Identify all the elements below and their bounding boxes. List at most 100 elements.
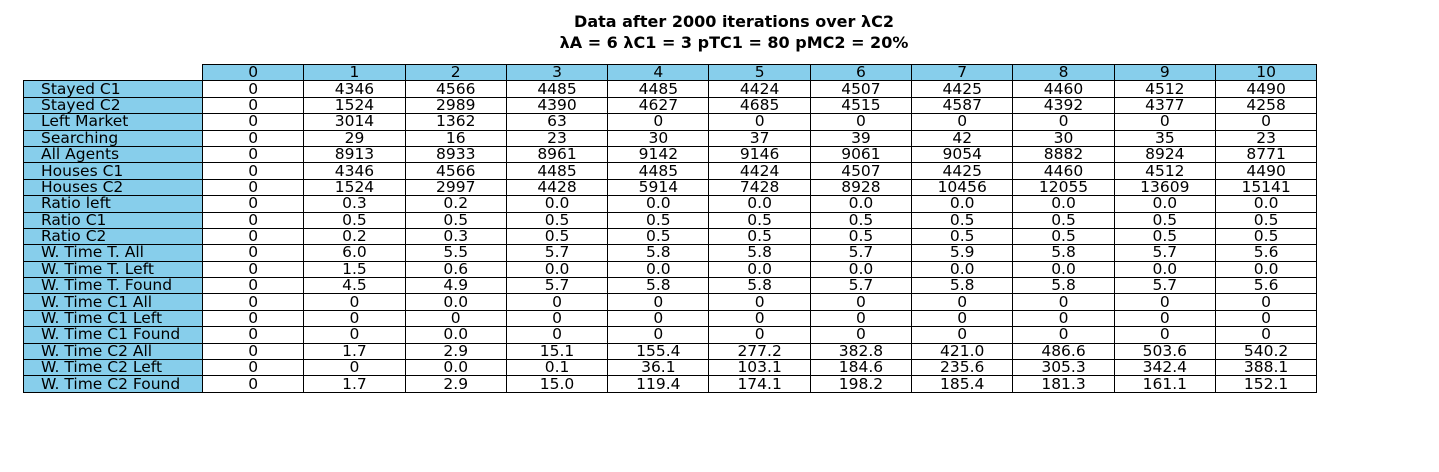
table-cell: 0 — [708, 113, 811, 131]
table-cell: 5.8 — [708, 277, 811, 295]
table-cell: 0 — [607, 309, 710, 328]
row-label: Houses C2 — [23, 178, 203, 197]
table-cell: 0.5 — [809, 211, 913, 229]
table-cell: 8961 — [505, 145, 609, 164]
table-cell: 29 — [303, 129, 406, 147]
table-cell: 0 — [911, 293, 1014, 311]
table-cell: 4.9 — [404, 277, 507, 295]
table-cell: 9054 — [911, 145, 1014, 164]
table-cell: 5.9 — [911, 244, 1014, 262]
table-cell: 0 — [303, 359, 406, 377]
table-cell: 0 — [201, 195, 305, 213]
table-cell: 0.5 — [911, 227, 1014, 246]
column-header: 10 — [1214, 63, 1318, 82]
table-cell: 0 — [201, 211, 305, 229]
table-cell: 155.4 — [607, 342, 710, 361]
row-label: Stayed C2 — [23, 96, 203, 115]
table-cell: 0 — [708, 326, 811, 344]
table-cell: 0 — [911, 326, 1014, 344]
row-label: Stayed C1 — [23, 80, 203, 98]
table-cell: 4507 — [809, 162, 913, 180]
table-cell: 5.7 — [1113, 277, 1216, 295]
column-header: 9 — [1113, 63, 1216, 82]
table-cell: 4258 — [1214, 96, 1318, 115]
table-cell: 5.7 — [809, 277, 913, 295]
row-label: W. Time T. All — [23, 244, 203, 262]
table-cell: 1524 — [303, 178, 406, 197]
table-cell: 0 — [809, 113, 913, 131]
table-cell: 4485 — [607, 162, 710, 180]
row-label: W. Time C2 All — [23, 342, 203, 361]
table-row: Stayed C2 0 1524 2989 4390 4627 4685 4515 4587 43… — [23, 96, 1318, 115]
table-cell: 0.6 — [404, 260, 507, 279]
table-cell: 5.8 — [607, 277, 710, 295]
table-cell: 5.6 — [1214, 277, 1318, 295]
table-cell: 9142 — [607, 145, 710, 164]
table-cell: 0 — [201, 178, 305, 197]
table-cell: 388.1 — [1214, 359, 1318, 377]
table-cell: 0 — [911, 113, 1014, 131]
table-cell: 0 — [303, 309, 406, 328]
table-cell: 0 — [1113, 309, 1216, 328]
table-cell: 23 — [505, 129, 609, 147]
table-cell: 421.0 — [911, 342, 1014, 361]
table-cell: 4512 — [1113, 162, 1216, 180]
table-row: W. Time T. Left 0 1.5 0.6 0.0 0.0 0.0 0.0 0.0 0.0… — [23, 260, 1318, 279]
row-label: All Agents — [23, 145, 203, 164]
table-cell: 0 — [607, 293, 710, 311]
column-header: 5 — [708, 63, 811, 82]
table-row: Left Market 0 3014 1362 63 0 0 0 0 0 0 0 — [23, 113, 1318, 131]
table-cell: 0.0 — [1214, 260, 1318, 279]
table-cell: 36.1 — [607, 359, 710, 377]
table-cell: 5.7 — [809, 244, 913, 262]
table-cell: 0 — [809, 293, 913, 311]
table-cell: 4346 — [303, 162, 406, 180]
table-cell: 9146 — [708, 145, 811, 164]
table-cell: 0 — [201, 293, 305, 311]
table-cell: 4490 — [1214, 162, 1318, 180]
table-cell: 0.0 — [1012, 260, 1115, 279]
table-cell: 0 — [201, 326, 305, 344]
table-cell: 0 — [505, 309, 609, 328]
table-row: Searching 0 29 16 23 30 37 39 42 30 35 23 — [23, 129, 1318, 147]
table-cell: 0.2 — [303, 227, 406, 246]
table-row: W. Time C1 All 0 0 0.0 0 0 0 0 0 0 0 0 — [23, 293, 1318, 311]
table-row: W. Time T. All 0 6.0 5.5 5.7 5.8 5.8 5.7 5.9 5.8 5… — [23, 244, 1318, 262]
table-cell: 5.7 — [505, 244, 609, 262]
table-cell: 0.0 — [911, 195, 1014, 213]
table-cell: 119.4 — [607, 375, 710, 393]
table-cell: 5.8 — [708, 244, 811, 262]
table-cell: 5.7 — [1113, 244, 1216, 262]
table-row: W. Time C2 Found 0 1.7 2.9 15.0 119.4 174.1 198… — [23, 375, 1318, 393]
table-cell: 161.1 — [1113, 375, 1216, 393]
chart-title: Data after 2000 iterations over λC2 — [574, 12, 894, 31]
table-cell: 0 — [505, 293, 609, 311]
table-row: All Agents 0 8913 8933 8961 9142 9146 9061 9054 8… — [23, 145, 1318, 164]
table-cell: 0 — [201, 260, 305, 279]
table-cell: 0.3 — [303, 195, 406, 213]
table-cell: 4428 — [505, 178, 609, 197]
table-cell: 0 — [1214, 309, 1318, 328]
row-label: W. Time C2 Left — [23, 359, 203, 377]
row-label: W. Time T. Found — [23, 277, 203, 295]
table-cell: 0 — [201, 96, 305, 115]
table-cell: 4377 — [1113, 96, 1216, 115]
table-cell: 0 — [607, 326, 710, 344]
table-cell: 35 — [1113, 129, 1216, 147]
table-cell: 0 — [607, 113, 710, 131]
table-cell: 13609 — [1113, 178, 1216, 197]
table-row: Ratio left 0 0.3 0.2 0.0 0.0 0.0 0.0 0.0 0.0 0.0 0.… — [23, 195, 1318, 213]
table-row: Houses C1 0 4346 4566 4485 4485 4424 4507 4425 44… — [23, 162, 1318, 180]
table-cell: 0 — [1214, 326, 1318, 344]
table-cell: 8882 — [1012, 145, 1115, 164]
table-cell: 0.5 — [708, 211, 811, 229]
table-cell: 0 — [708, 293, 811, 311]
table-cell: 0 — [303, 326, 406, 344]
row-label: W. Time C1 Found — [23, 326, 203, 344]
table-cell: 8928 — [809, 178, 913, 197]
table-cell: 4515 — [809, 96, 913, 115]
column-header: 6 — [809, 63, 913, 82]
table-cell: 4460 — [1012, 80, 1115, 98]
table-cell: 0.0 — [708, 260, 811, 279]
table-row: W. Time C1 Left 0 0 0 0 0 0 0 0 0 0 0 — [23, 309, 1318, 328]
